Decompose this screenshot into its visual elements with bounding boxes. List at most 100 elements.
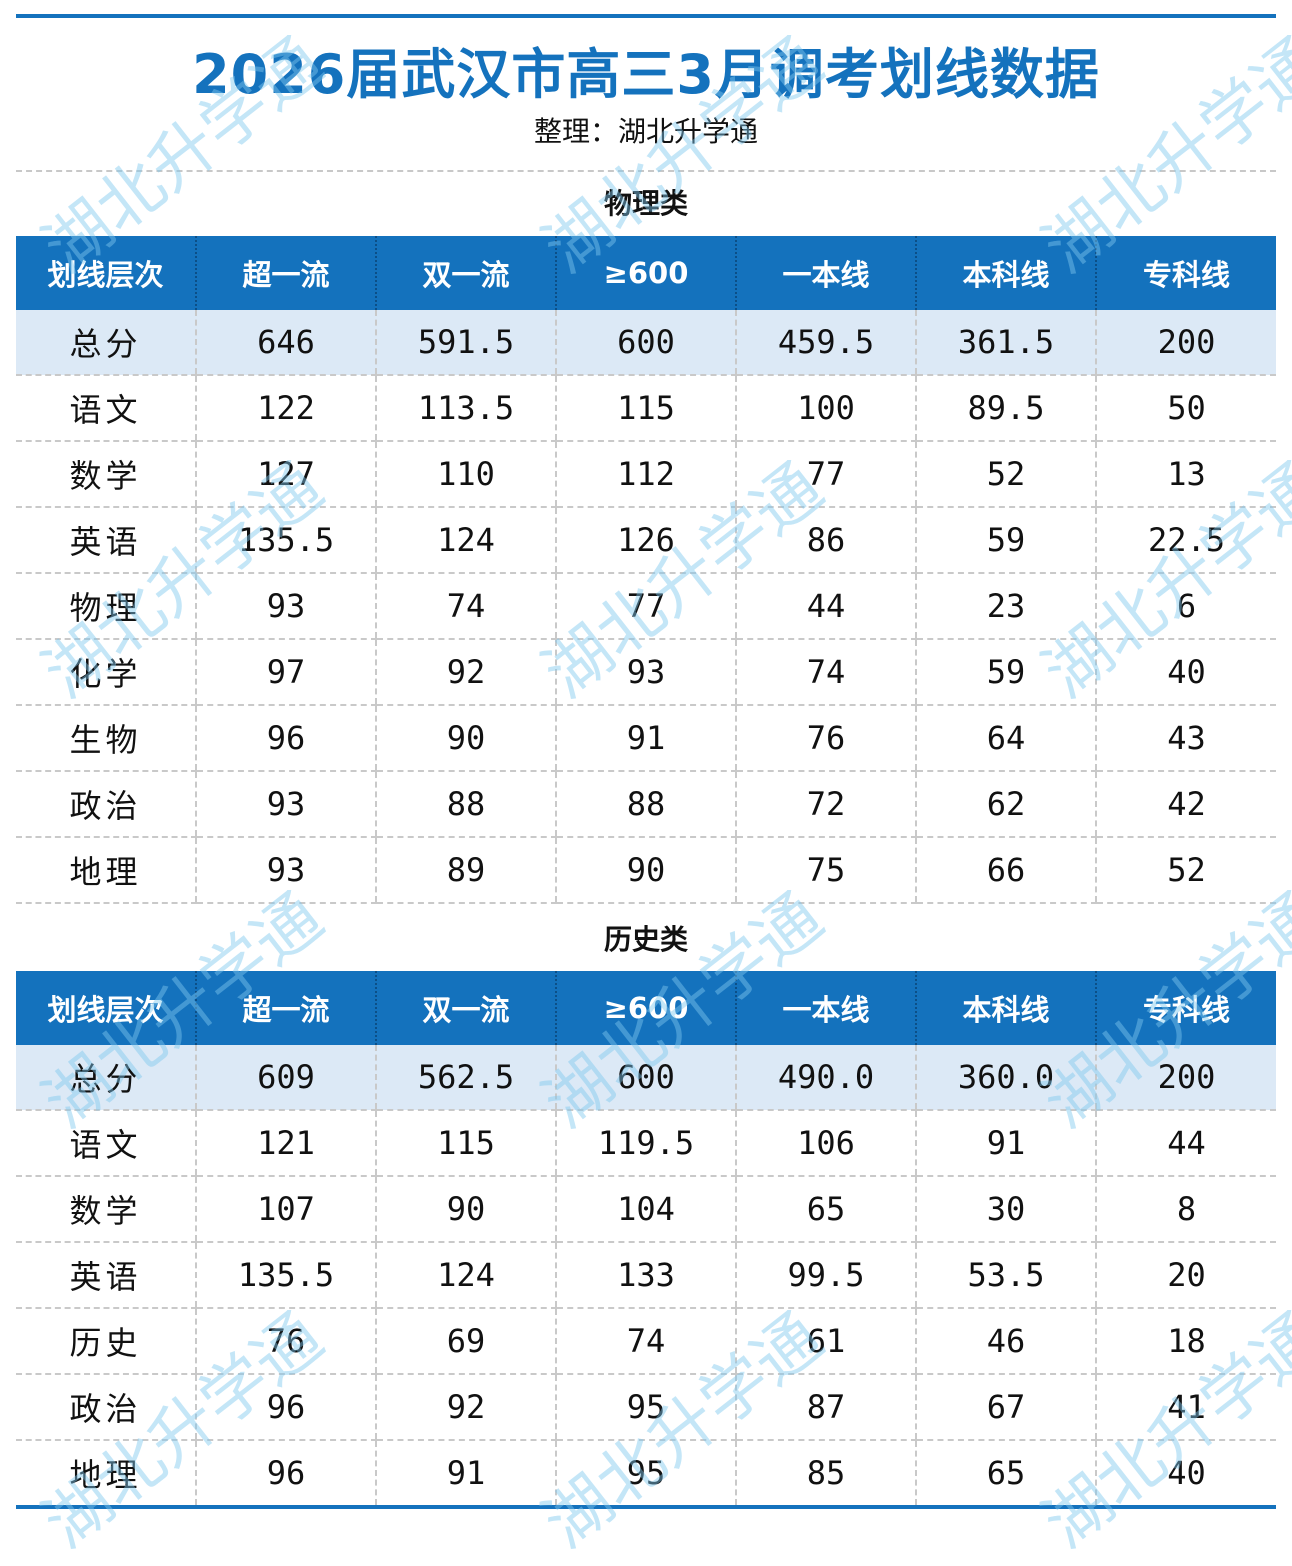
- table-row: 政治 96 92 95 87 67 41: [16, 1374, 1276, 1441]
- score-cell: 74: [375, 573, 556, 640]
- score-cell: 100: [735, 375, 916, 442]
- score-cell: 361.5: [915, 310, 1096, 376]
- score-cell: 115: [555, 375, 736, 442]
- score-cell: 562.5: [375, 1045, 556, 1111]
- table-row: 数学 127 110 112 77 52 13: [16, 441, 1276, 508]
- physics-section-label: 物理类: [603, 187, 688, 220]
- score-cell: 76: [195, 1308, 376, 1375]
- top-rule: [16, 14, 1276, 18]
- score-cell: 90: [375, 1176, 556, 1243]
- score-cell: 90: [555, 837, 736, 904]
- column-header: 一本线: [735, 236, 916, 310]
- score-cell: 65: [735, 1176, 916, 1243]
- subject-cell: 总分: [16, 310, 196, 376]
- score-cell: 22.5: [1095, 507, 1276, 574]
- subject-cell: 生物: [16, 705, 196, 772]
- score-cell: 72: [735, 771, 916, 838]
- score-cell: 42: [1095, 771, 1276, 838]
- column-header: ≥600: [555, 236, 736, 310]
- table-row: 数学 107 90 104 65 30 8: [16, 1176, 1276, 1243]
- score-cell: 53.5: [915, 1242, 1096, 1309]
- score-cell: 20: [1095, 1242, 1276, 1309]
- score-cell: 44: [735, 573, 916, 640]
- history-section-label: 历史类: [603, 923, 688, 956]
- bottom-rule: [16, 1505, 1276, 1509]
- physics-score-table: 划线层次 超一流 双一流 ≥600 一本线 本科线 专科线 总分 646 591.5 600 459…: [16, 236, 1276, 904]
- score-cell: 93: [195, 771, 376, 838]
- column-header: ≥600: [555, 971, 736, 1045]
- score-cell: 91: [915, 1110, 1096, 1177]
- score-cell: 92: [375, 639, 556, 706]
- score-cell: 44: [1095, 1110, 1276, 1177]
- score-cell: 40: [1095, 639, 1276, 706]
- table-row: 英语 135.5 124 126 86 59 22.5: [16, 507, 1276, 574]
- score-cell: 46: [915, 1308, 1096, 1375]
- score-cell: 64: [915, 705, 1096, 772]
- table-row: 语文 122 113.5 115 100 89.5 50: [16, 375, 1276, 442]
- subject-cell: 语文: [16, 375, 196, 442]
- score-cell: 99.5: [735, 1242, 916, 1309]
- page-subtitle: 整理：湖北升学通: [533, 115, 758, 148]
- score-cell: 110: [375, 441, 556, 508]
- column-header: 一本线: [735, 971, 916, 1045]
- score-cell: 127: [195, 441, 376, 508]
- column-header: 超一流: [195, 971, 376, 1045]
- score-cell: 95: [555, 1374, 736, 1441]
- subject-cell: 语文: [16, 1110, 196, 1177]
- column-header: 双一流: [375, 971, 556, 1045]
- score-cell: 13: [1095, 441, 1276, 508]
- score-cell: 126: [555, 507, 736, 574]
- subject-cell: 地理: [16, 837, 196, 904]
- score-cell: 87: [735, 1374, 916, 1441]
- score-cell: 459.5: [735, 310, 916, 376]
- subject-cell: 政治: [16, 771, 196, 838]
- score-cell: 77: [735, 441, 916, 508]
- score-cell: 600: [555, 310, 736, 376]
- table-row: 地理 96 91 95 85 65 40: [16, 1440, 1276, 1507]
- score-cell: 66: [915, 837, 1096, 904]
- score-cell: 90: [375, 705, 556, 772]
- subject-cell: 化学: [16, 639, 196, 706]
- score-line-document: 2026届武汉市高三3月调考划线数据 整理：湖北升学通 物理类 划线层次 超一流双…: [16, 0, 1276, 1526]
- column-header: 双一流: [375, 236, 556, 310]
- score-cell: 69: [375, 1308, 556, 1375]
- score-cell: 52: [1095, 837, 1276, 904]
- subject-cell: 物理: [16, 573, 196, 640]
- score-cell: 74: [555, 1308, 736, 1375]
- score-cell: 41: [1095, 1374, 1276, 1441]
- score-cell: 86: [735, 507, 916, 574]
- column-header: 本科线: [915, 971, 1096, 1045]
- column-header: 本科线: [915, 236, 1096, 310]
- subject-cell: 数学: [16, 441, 196, 508]
- score-cell: 133: [555, 1242, 736, 1309]
- score-cell: 76: [735, 705, 916, 772]
- score-cell: 8: [1095, 1176, 1276, 1243]
- table-row: 历史 76 69 74 61 46 18: [16, 1308, 1276, 1375]
- table-row: 英语 135.5 124 133 99.5 53.5 20: [16, 1242, 1276, 1309]
- page-title: 2026届武汉市高三3月调考划线数据: [192, 43, 1100, 106]
- score-cell: 93: [195, 837, 376, 904]
- score-cell: 67: [915, 1374, 1096, 1441]
- divider: [16, 170, 1276, 172]
- score-cell: 135.5: [195, 507, 376, 574]
- score-cell: 59: [915, 507, 1096, 574]
- subject-cell: 总分: [16, 1045, 196, 1111]
- table-row: 政治 93 88 88 72 62 42: [16, 771, 1276, 838]
- subject-cell: 英语: [16, 507, 196, 574]
- score-cell: 600: [555, 1045, 736, 1111]
- column-header: 划线层次: [16, 971, 196, 1045]
- score-cell: 74: [735, 639, 916, 706]
- score-cell: 59: [915, 639, 1096, 706]
- score-cell: 40: [1095, 1440, 1276, 1507]
- score-cell: 96: [195, 1374, 376, 1441]
- score-cell: 65: [915, 1440, 1096, 1507]
- score-cell: 50: [1095, 375, 1276, 442]
- table-row: 地理 93 89 90 75 66 52: [16, 837, 1276, 904]
- score-cell: 52: [915, 441, 1096, 508]
- score-cell: 30: [915, 1176, 1096, 1243]
- column-header: 专科线: [1095, 971, 1276, 1045]
- table-row: 物理 93 74 77 44 23 6: [16, 573, 1276, 640]
- table-row: 生物 96 90 91 76 64 43: [16, 705, 1276, 772]
- score-cell: 91: [375, 1440, 556, 1507]
- subject-cell: 数学: [16, 1176, 196, 1243]
